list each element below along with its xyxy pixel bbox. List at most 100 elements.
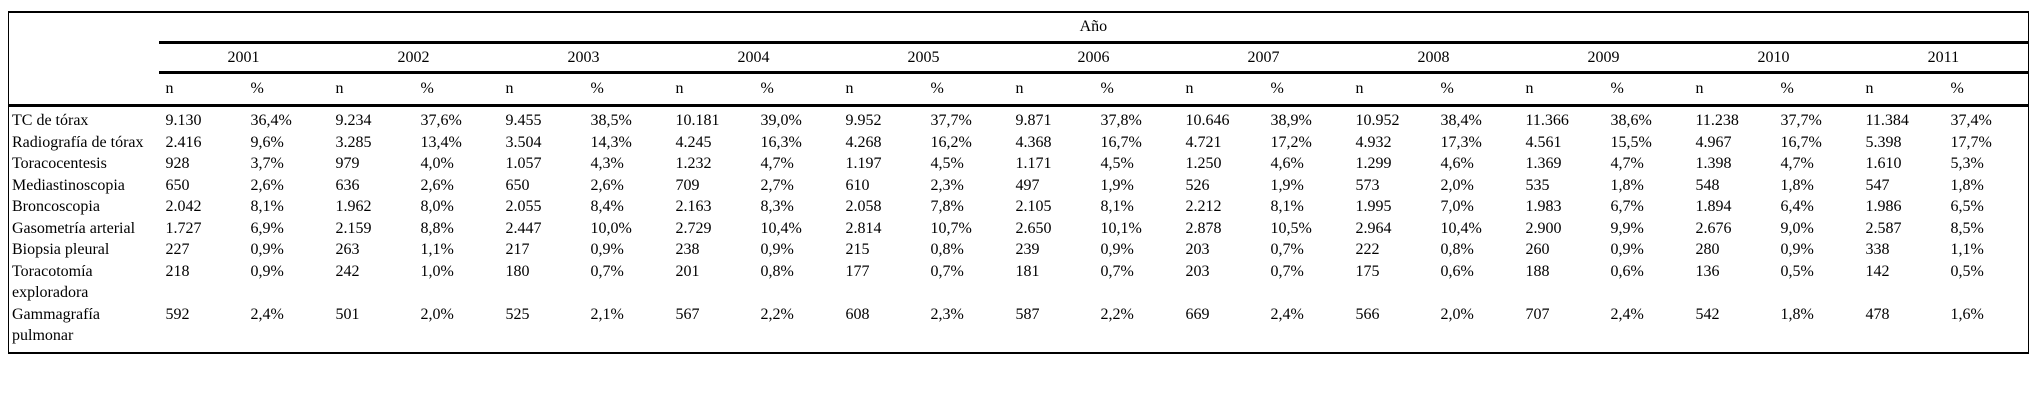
n-subheader-2001: n: [158, 72, 244, 107]
pct-value: 9,6%: [250, 133, 284, 151]
pct-subheader-2002: %: [413, 72, 499, 107]
n-subheader-2008: n: [1348, 72, 1434, 107]
n-value: 2.212: [1185, 198, 1222, 215]
pct-value: 3,7%: [250, 155, 284, 172]
n-value: 242: [335, 262, 360, 280]
pct-value: 2,4%: [250, 305, 284, 323]
n-value: 175: [1355, 262, 1380, 280]
n-value: 1.610: [1865, 155, 1902, 172]
pct-value: 13,4%: [420, 133, 462, 151]
pct-value: 4,5%: [1100, 155, 1134, 172]
n-value: 2.587: [1865, 219, 1902, 237]
pct-value: 6,4%: [1780, 198, 1814, 215]
pct-value: 8,5%: [1950, 219, 1984, 237]
pct-value: 2,6%: [420, 176, 454, 194]
n-value: 188: [1525, 262, 1550, 280]
year-row-label-gap: [9, 43, 159, 73]
n-value: 263: [335, 241, 360, 258]
n-value: 10.181: [675, 112, 720, 129]
n-value: 2.650: [1015, 219, 1052, 237]
n-value: 4.721: [1185, 133, 1222, 151]
n-value: 181: [1015, 262, 1040, 280]
n-value: 1.250: [1185, 155, 1222, 172]
pct-value: 0,8%: [930, 241, 964, 258]
n-value: 2.814: [845, 219, 882, 237]
n-value: 592: [165, 305, 190, 323]
n-value: 239: [1015, 241, 1040, 258]
pct-value: 37,4%: [1950, 112, 1992, 129]
pct-value: 2,3%: [930, 305, 964, 323]
n-value: 707: [1525, 305, 1550, 323]
pct-value: 38,5%: [590, 112, 632, 129]
pct-value: 0,9%: [250, 262, 284, 280]
pct-value: 0,9%: [1610, 241, 1644, 258]
year-header-2001: 2001: [158, 42, 329, 74]
table-row: Gammagrafía pulmonar 592 2,4% 501 2,0% 525 2,1…: [9, 304, 2029, 353]
n-value: 478: [1865, 305, 1890, 323]
pct-subheader-2003: %: [583, 72, 669, 107]
n-value: 1.369: [1525, 155, 1562, 172]
n-value: 1.299: [1355, 155, 1392, 172]
pct-value: 0,7%: [930, 262, 964, 280]
year-header-2010: 2010: [1688, 42, 1859, 74]
n-subheader-2007: n: [1178, 72, 1264, 107]
pct-value: 10,1%: [1100, 219, 1142, 237]
year-header-2011: 2011: [1858, 42, 2029, 74]
pct-value: 37,8%: [1100, 112, 1142, 129]
pct-value: 9,9%: [1610, 219, 1644, 237]
n-value: 4.932: [1355, 133, 1392, 151]
pct-value: 39,0%: [760, 112, 802, 129]
n-value: 1.232: [675, 155, 712, 172]
pct-value: 4,3%: [590, 155, 624, 172]
row-label: Toracocentesis: [12, 155, 107, 172]
pct-value: 6,9%: [250, 219, 284, 237]
pct-value: 8,3%: [760, 198, 794, 215]
n-value: 535: [1525, 176, 1550, 194]
pct-value: 37,6%: [420, 112, 462, 129]
n-value: 2.878: [1185, 219, 1222, 237]
n-value: 142: [1865, 262, 1890, 280]
pct-value: 0,7%: [1270, 262, 1304, 280]
n-subheader-2006: n: [1008, 72, 1094, 107]
pct-value: 1,1%: [1950, 241, 1984, 258]
pct-subheader-2009: %: [1603, 72, 1689, 107]
pct-value: 0,7%: [590, 262, 624, 280]
n-value: 608: [845, 305, 870, 323]
row-label: Toracotomía exploradora: [12, 262, 93, 302]
n-value: 4.967: [1695, 133, 1732, 151]
n-value: 1.995: [1355, 198, 1392, 215]
pct-value: 0,9%: [1780, 241, 1814, 258]
pct-value: 4,7%: [760, 155, 794, 172]
n-value: 2.900: [1525, 219, 1562, 237]
pct-value: 0,6%: [1440, 262, 1474, 280]
pct-subheader-2007: %: [1263, 72, 1349, 107]
pct-value: 2,6%: [250, 176, 284, 194]
n-value: 5.398: [1865, 133, 1902, 151]
pct-value: 1,8%: [1610, 176, 1644, 194]
n-value: 11.366: [1525, 112, 1569, 129]
n-value: 338: [1865, 241, 1890, 258]
pct-value: 9,0%: [1780, 219, 1814, 237]
n-value: 10.646: [1185, 112, 1230, 129]
n-value: 4.368: [1015, 133, 1052, 151]
n-value: 180: [505, 262, 530, 280]
pct-value: 16,2%: [930, 133, 972, 151]
pct-value: 0,8%: [1440, 241, 1474, 258]
n-value: 217: [505, 241, 530, 258]
n-value: 201: [675, 262, 700, 280]
n-value: 501: [335, 305, 360, 323]
pct-value: 2,1%: [590, 305, 624, 323]
pct-value: 2,2%: [760, 305, 794, 323]
pct-value: 1,1%: [420, 241, 454, 258]
n-subheader-2002: n: [328, 72, 414, 107]
pct-value: 0,9%: [1100, 241, 1134, 258]
pct-value: 4,6%: [1440, 155, 1474, 172]
subheader-label-gap: [8, 72, 159, 107]
pct-value: 4,7%: [1610, 155, 1644, 172]
n-value: 4.561: [1525, 133, 1562, 151]
n-value: 215: [845, 241, 870, 258]
row-label: Broncoscopia: [12, 198, 100, 215]
n-subheader-2011: n: [1858, 72, 1944, 107]
pct-value: 4,6%: [1270, 155, 1304, 172]
